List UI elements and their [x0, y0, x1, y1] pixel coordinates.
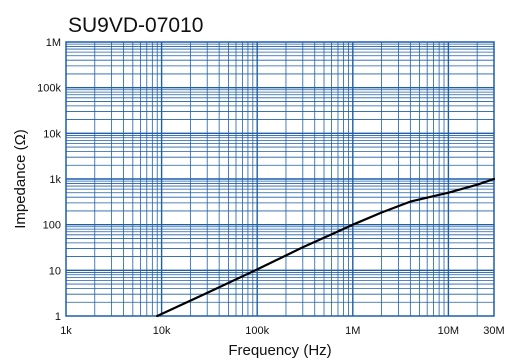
- x-tick-label: 100k: [245, 325, 269, 337]
- y-tick-label: 10k: [43, 128, 61, 140]
- x-axis-label: Frequency (Hz): [228, 342, 331, 359]
- x-tick-labels: 1k 10k 100k 1M 10M 30M: [60, 325, 505, 337]
- x-tick-label: 10k: [153, 325, 171, 337]
- y-tick-labels: 1 10 100 1k 10k 100k 1M: [37, 37, 61, 323]
- series-group: [156, 177, 496, 318]
- y-axis-label: Impedance (Ω): [12, 129, 29, 229]
- chart-title: SU9VD-07010: [68, 14, 203, 37]
- grid-lines: [66, 42, 494, 316]
- y-tick-label: 1M: [46, 37, 61, 49]
- x-tick-label: 1k: [60, 325, 72, 337]
- x-tick-label: 10M: [438, 325, 459, 337]
- x-tick-label: 30M: [483, 325, 504, 337]
- y-tick-label: 1k: [49, 174, 61, 186]
- y-tick-label: 100: [43, 220, 61, 232]
- y-tick-label: 1: [55, 311, 61, 323]
- x-tick-label: 1M: [345, 325, 360, 337]
- y-tick-label: 10: [49, 265, 61, 277]
- y-tick-label: 100k: [37, 83, 61, 95]
- series-line-1: [156, 177, 496, 318]
